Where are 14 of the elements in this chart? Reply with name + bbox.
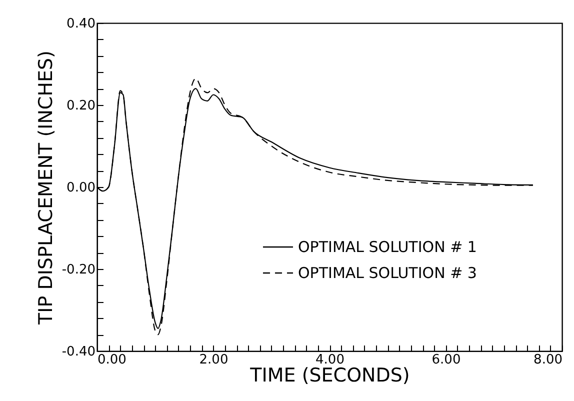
y-tick-label: 0.40	[66, 16, 96, 32]
y-tick-label: 0.00	[66, 180, 96, 196]
y-tick-label: -0.20	[62, 262, 96, 278]
y-axis-title: TIP DISPLACEMENT (INCHES)	[34, 50, 57, 326]
legend-label: OPTIMAL SOLUTION # 3	[298, 264, 477, 282]
y-tick-label: -0.40	[62, 344, 96, 360]
x-tick-label: 2.00	[199, 352, 228, 368]
y-tick-label: 0.20	[66, 98, 96, 114]
x-axis-title: TIME (SECONDS)	[249, 364, 410, 386]
legend-label: OPTIMAL SOLUTION # 1	[298, 238, 477, 256]
x-tick-label: 6.00	[432, 352, 461, 368]
x-tick-label: 4.00	[316, 352, 344, 368]
x-tick-label: 0.00	[98, 352, 126, 368]
x-tick-label: 8.00	[534, 352, 562, 368]
